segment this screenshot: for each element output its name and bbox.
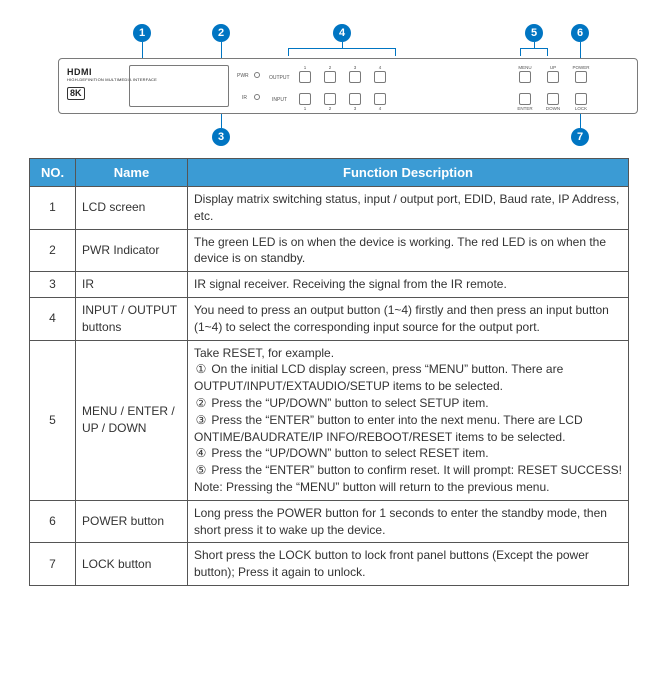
front-panel-diagram: 1 2 4 5 6 3 7 HDMI HIGH-DEFINITION MULTI… xyxy=(18,18,640,148)
desc-post: Note: Pressing the “MENU” button will re… xyxy=(194,479,622,496)
cell-name: MENU / ENTER / UP / DOWN xyxy=(76,340,188,500)
output-3-label: 3 xyxy=(354,65,357,70)
down-label: DOWN xyxy=(546,106,560,111)
cell-no: 6 xyxy=(30,500,76,543)
step-1-text: On the initial LCD display screen, press… xyxy=(194,362,563,393)
cell-name: LCD screen xyxy=(76,187,188,230)
step-5: ⑤ Press the “ENTER” button to confirm re… xyxy=(194,462,622,479)
enter-button[interactable] xyxy=(519,93,531,105)
output-1-button[interactable] xyxy=(299,71,311,83)
th-desc: Function Description xyxy=(188,159,629,187)
power-button[interactable] xyxy=(575,71,587,83)
cell-desc: Display matrix switching status, input /… xyxy=(188,187,629,230)
step-1: ① On the initial LCD display screen, pre… xyxy=(194,361,622,395)
table-row: 2 PWR Indicator The green LED is on when… xyxy=(30,229,629,272)
input-3-label: 3 xyxy=(354,106,357,111)
input-4-label: 4 xyxy=(379,106,382,111)
input-2-label: 2 xyxy=(329,106,332,111)
lcd-screen xyxy=(129,65,229,107)
up-label: UP xyxy=(550,65,556,70)
cell-desc: IR signal receiver. Receiving the signal… xyxy=(188,272,629,298)
output-2-label: 2 xyxy=(329,65,332,70)
hdmi-logo-text: HDMI xyxy=(67,67,92,77)
cell-name: INPUT / OUTPUT buttons xyxy=(76,297,188,340)
desc-pre: Take RESET, for example. xyxy=(194,345,622,362)
step-4-text: Press the “UP/DOWN” button to select RES… xyxy=(211,446,488,460)
table-header-row: NO. Name Function Description xyxy=(30,159,629,187)
lock-button[interactable] xyxy=(575,93,587,105)
power-label: POWER xyxy=(572,65,589,70)
callout-4: 4 xyxy=(333,24,351,42)
step-5-text: Press the “ENTER” button to confirm rese… xyxy=(211,463,622,477)
table-row: 1 LCD screen Display matrix switching st… xyxy=(30,187,629,230)
step-5-mark: ⑤ xyxy=(194,462,208,479)
ir-receiver xyxy=(254,94,260,100)
cell-desc: Take RESET, for example. ① On the initia… xyxy=(188,340,629,500)
step-3: ③ Press the “ENTER” button to enter into… xyxy=(194,412,622,446)
device-front-panel: HDMI HIGH-DEFINITION MULTIMEDIA INTERFAC… xyxy=(58,58,638,114)
cell-no: 3 xyxy=(30,272,76,298)
cell-desc: Long press the POWER button for 1 second… xyxy=(188,500,629,543)
input-1-button[interactable] xyxy=(299,93,311,105)
output-row-label: OUTPUT xyxy=(269,75,290,81)
menu-label: MENU xyxy=(518,65,531,70)
callout-5: 5 xyxy=(525,24,543,42)
pwr-label: PWR xyxy=(237,73,249,79)
step-2-mark: ② xyxy=(194,395,208,412)
cell-desc: You need to press an output button (1~4)… xyxy=(188,297,629,340)
output-1-label: 1 xyxy=(304,65,307,70)
pwr-led xyxy=(254,72,260,78)
table-row: 5 MENU / ENTER / UP / DOWN Take RESET, f… xyxy=(30,340,629,500)
cell-name: IR xyxy=(76,272,188,298)
th-no: NO. xyxy=(30,159,76,187)
step-1-mark: ① xyxy=(194,361,208,378)
table-row: 7 LOCK button Short press the LOCK butto… xyxy=(30,543,629,586)
callout-4-bracket xyxy=(288,48,396,56)
input-2-button[interactable] xyxy=(324,93,336,105)
step-3-text: Press the “ENTER” button to enter into t… xyxy=(194,413,583,444)
input-3-button[interactable] xyxy=(349,93,361,105)
th-name: Name xyxy=(76,159,188,187)
callout-6: 6 xyxy=(571,24,589,42)
8k-logo: 8K xyxy=(67,87,85,100)
input-4-button[interactable] xyxy=(374,93,386,105)
cell-desc: The green LED is on when the device is w… xyxy=(188,229,629,272)
input-1-label: 1 xyxy=(304,106,307,111)
output-4-button[interactable] xyxy=(374,71,386,83)
step-2: ② Press the “UP/DOWN” button to select S… xyxy=(194,395,622,412)
cell-desc: Short press the LOCK button to lock fron… xyxy=(188,543,629,586)
output-4-label: 4 xyxy=(379,65,382,70)
function-table: NO. Name Function Description 1 LCD scre… xyxy=(29,158,629,586)
callout-1: 1 xyxy=(133,24,151,42)
cell-name: POWER button xyxy=(76,500,188,543)
lock-label: LOCK xyxy=(575,106,587,111)
cell-name: PWR Indicator xyxy=(76,229,188,272)
cell-name: LOCK button xyxy=(76,543,188,586)
cell-no: 7 xyxy=(30,543,76,586)
enter-label: ENTER xyxy=(517,106,532,111)
callout-2: 2 xyxy=(212,24,230,42)
output-3-button[interactable] xyxy=(349,71,361,83)
input-row-label: INPUT xyxy=(272,97,287,103)
cell-no: 5 xyxy=(30,340,76,500)
table-row: 6 POWER button Long press the POWER butt… xyxy=(30,500,629,543)
cell-no: 2 xyxy=(30,229,76,272)
cell-no: 1 xyxy=(30,187,76,230)
ir-label: IR xyxy=(242,95,247,101)
up-button[interactable] xyxy=(547,71,559,83)
menu-button[interactable] xyxy=(519,71,531,83)
cell-no: 4 xyxy=(30,297,76,340)
step-3-mark: ③ xyxy=(194,412,208,429)
callout-7: 7 xyxy=(571,128,589,146)
down-button[interactable] xyxy=(547,93,559,105)
callout-5-bracket xyxy=(520,48,548,56)
table-row: 4 INPUT / OUTPUT buttons You need to pre… xyxy=(30,297,629,340)
step-4-mark: ④ xyxy=(194,445,208,462)
callout-3: 3 xyxy=(212,128,230,146)
step-2-text: Press the “UP/DOWN” button to select SET… xyxy=(211,396,488,410)
output-2-button[interactable] xyxy=(324,71,336,83)
table-row: 3 IR IR signal receiver. Receiving the s… xyxy=(30,272,629,298)
step-4: ④ Press the “UP/DOWN” button to select R… xyxy=(194,445,622,462)
